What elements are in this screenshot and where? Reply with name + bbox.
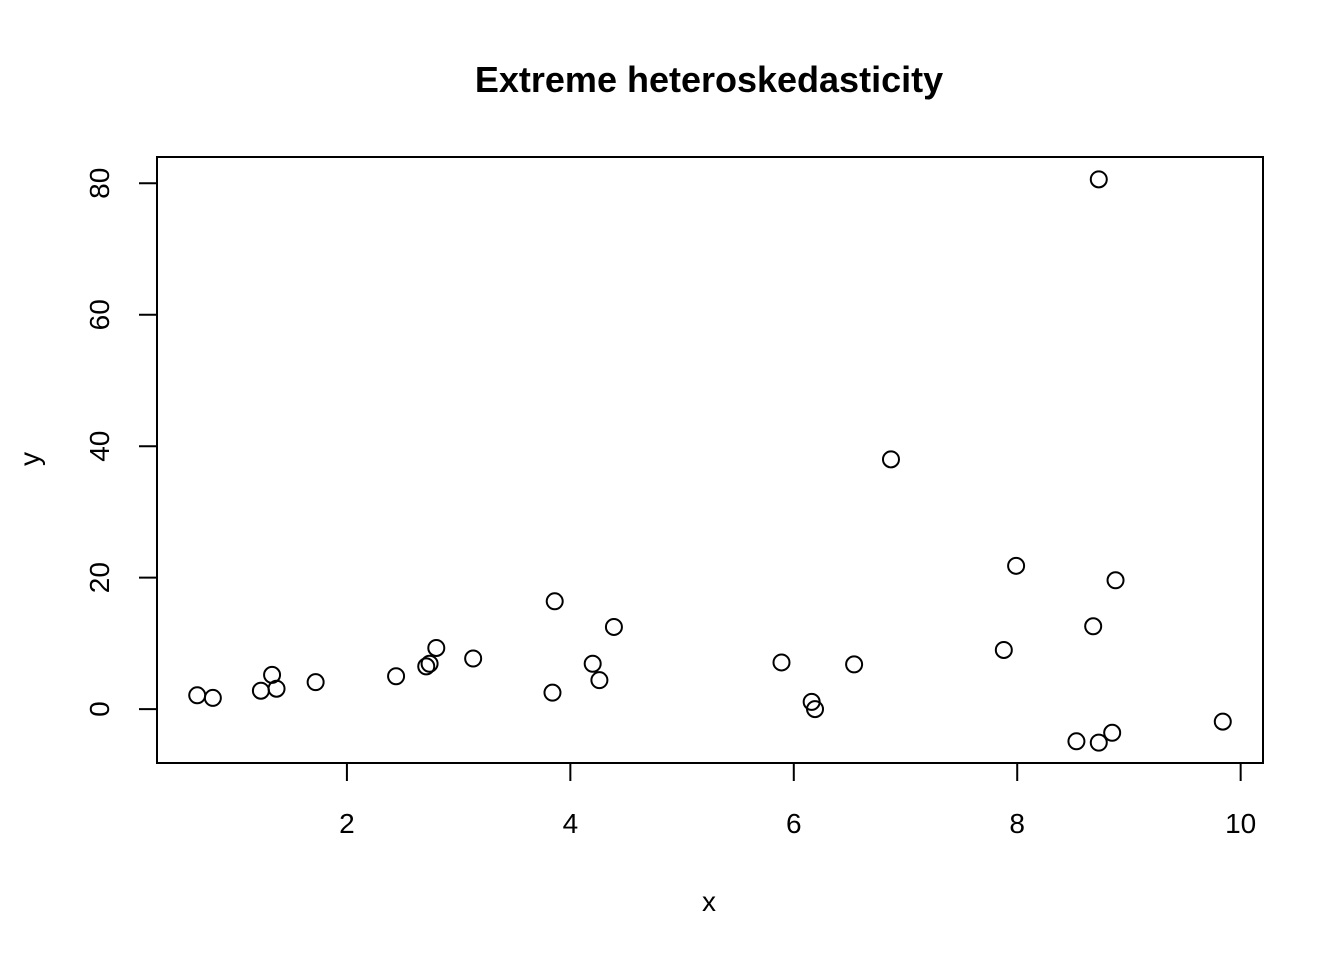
y-axis-label: y — [14, 452, 45, 466]
data-point — [420, 654, 439, 673]
x-tick-label: 6 — [786, 808, 802, 839]
data-point — [590, 671, 609, 690]
data-point — [1084, 617, 1103, 636]
y-tick-label: 40 — [84, 431, 115, 462]
x-tick-label: 2 — [339, 808, 355, 839]
x-axis-label: x — [702, 886, 716, 917]
data-point — [267, 679, 286, 698]
y-tick-label: 80 — [84, 168, 115, 199]
data-point — [545, 592, 564, 611]
data-point — [994, 640, 1013, 659]
y-axis: 0 20 40 60 80 — [84, 168, 158, 717]
data-point — [427, 638, 446, 657]
data-point — [306, 673, 325, 692]
data-point — [1089, 170, 1108, 189]
data-point — [881, 450, 900, 469]
data-point — [188, 686, 207, 705]
data-point — [1007, 556, 1026, 575]
data-points — [188, 170, 1232, 752]
data-point — [1103, 723, 1122, 742]
data-point — [1106, 571, 1125, 590]
y-ticks: 0 20 40 60 80 — [84, 168, 157, 717]
y-tick-label: 60 — [84, 299, 115, 330]
data-point — [203, 688, 222, 707]
x-tick-label: 8 — [1009, 808, 1025, 839]
data-point — [543, 683, 562, 702]
data-point — [1089, 733, 1108, 752]
y-tick-label: 20 — [84, 562, 115, 593]
data-point — [387, 667, 406, 686]
data-point — [417, 657, 436, 676]
plot-frame — [156, 156, 1264, 764]
data-point — [251, 681, 270, 700]
data-point — [464, 649, 483, 668]
data-point — [1213, 712, 1232, 731]
x-tick-label: 4 — [563, 808, 579, 839]
x-tick-label: 10 — [1225, 808, 1256, 839]
chart-title: Extreme heteroskedasticity — [475, 59, 943, 100]
data-point — [604, 617, 623, 636]
x-ticks: 2 4 6 8 10 — [339, 763, 1256, 839]
y-tick-label: 0 — [84, 701, 115, 717]
data-point — [772, 653, 791, 672]
data-point — [583, 654, 602, 673]
x-axis: 2 4 6 8 10 — [339, 762, 1256, 839]
data-point — [806, 700, 825, 719]
data-point — [845, 655, 864, 674]
data-point — [1067, 732, 1086, 751]
